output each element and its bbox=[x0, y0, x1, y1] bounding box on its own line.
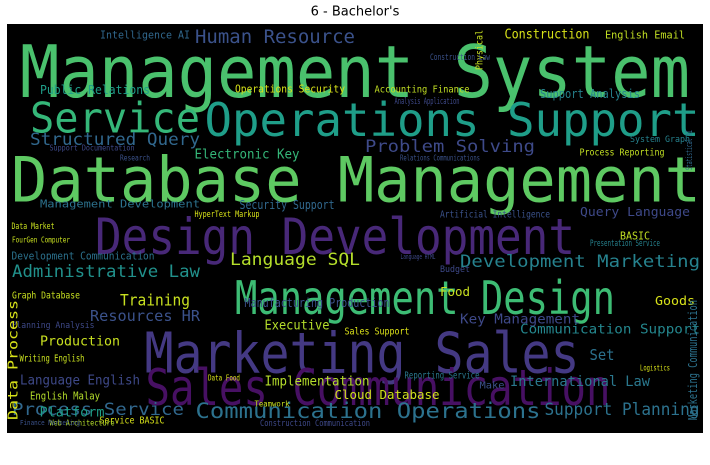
word: Data Market bbox=[12, 222, 55, 232]
word: Executive bbox=[265, 319, 330, 334]
word: Physical bbox=[475, 30, 486, 70]
word: Support Planning bbox=[545, 400, 700, 420]
word: Reporting Service bbox=[405, 371, 480, 382]
word: Training bbox=[120, 291, 190, 310]
word: Query Language bbox=[580, 205, 690, 219]
word: Language SQL bbox=[230, 250, 360, 270]
word: Operations Support bbox=[205, 93, 700, 147]
word: Presentation Service bbox=[590, 239, 660, 249]
word: Database Management bbox=[11, 144, 701, 217]
word: Security Support bbox=[240, 198, 335, 212]
word: Planning Analysis bbox=[12, 321, 95, 331]
word: Language HTML bbox=[401, 253, 436, 261]
word: Platform bbox=[40, 406, 105, 421]
word: Research bbox=[120, 154, 150, 163]
word: Resources HR bbox=[90, 307, 201, 325]
word: HyperText Markup bbox=[195, 210, 260, 220]
word: Production bbox=[40, 335, 120, 350]
word: Sales Communication bbox=[146, 359, 611, 417]
word: Management Design bbox=[235, 271, 615, 325]
word: Service bbox=[30, 94, 200, 143]
word: Cloud Database bbox=[335, 388, 440, 402]
word: Support Documentation bbox=[50, 144, 135, 153]
word: Budget bbox=[440, 265, 470, 275]
word: Support Analysis bbox=[540, 87, 640, 101]
word: Management Development bbox=[40, 198, 200, 211]
word: Language English bbox=[20, 374, 140, 389]
word: Operations Security bbox=[235, 83, 345, 96]
word: Key Management bbox=[460, 313, 580, 328]
word: Problem Solving bbox=[365, 137, 535, 157]
word: Structured Query bbox=[30, 130, 200, 150]
word: Marketing Sales bbox=[145, 322, 580, 387]
word: Electronic Key bbox=[195, 148, 300, 163]
word: Communication Operations bbox=[196, 399, 541, 423]
word: Make bbox=[480, 381, 505, 392]
word: Human Resource bbox=[195, 26, 355, 48]
word: Accounting Finance bbox=[375, 85, 470, 96]
word: Food bbox=[440, 285, 470, 299]
word: FourGen Computer bbox=[12, 236, 70, 245]
word: Service BASIC bbox=[100, 416, 165, 427]
word: Data Process bbox=[7, 300, 22, 420]
word: Process Service bbox=[12, 400, 184, 420]
word: Goods bbox=[655, 294, 695, 308]
word: English Email bbox=[605, 29, 685, 42]
word: Writing English bbox=[20, 354, 85, 365]
word: Web Architecture bbox=[50, 419, 115, 428]
cloud-background bbox=[7, 24, 703, 433]
word: Data Food bbox=[208, 374, 240, 383]
word: BASIC bbox=[620, 230, 650, 243]
word: Finance Marketing bbox=[20, 419, 80, 427]
word: Analysis Application bbox=[395, 97, 460, 107]
word: International Law bbox=[510, 374, 651, 390]
word: Development Marketing bbox=[460, 252, 700, 272]
word: Construction bbox=[505, 28, 590, 43]
word: Public Relations bbox=[40, 83, 150, 97]
word: Intelligence AI bbox=[100, 29, 190, 42]
word: Teamwork bbox=[255, 400, 290, 409]
word: Set bbox=[590, 346, 615, 364]
word: Implementation bbox=[265, 375, 370, 390]
word: Graph Database bbox=[12, 291, 80, 302]
word: Construction Communication bbox=[260, 419, 370, 429]
chart-title: 6 - Bachelor's bbox=[311, 5, 400, 20]
word: Administrative Law bbox=[12, 262, 201, 282]
word: English Malay bbox=[30, 390, 100, 403]
word: Statistical AI bbox=[685, 130, 695, 170]
word: System Graph bbox=[630, 135, 690, 145]
word: Logistics bbox=[640, 364, 670, 373]
word: Management System bbox=[20, 30, 690, 114]
word: Development Communication bbox=[12, 250, 155, 263]
word: Artificial Intelligence bbox=[440, 210, 550, 221]
word: Communication Support bbox=[520, 323, 700, 338]
word: Process Reporting bbox=[580, 148, 665, 159]
word: Marketing Communication bbox=[686, 300, 700, 420]
word: Relations Communications bbox=[400, 154, 480, 163]
word: Construction Law bbox=[430, 53, 490, 63]
word: Sales Support bbox=[345, 327, 410, 338]
word: Design Development bbox=[95, 208, 575, 266]
word: Manufacturing Production bbox=[245, 296, 390, 310]
